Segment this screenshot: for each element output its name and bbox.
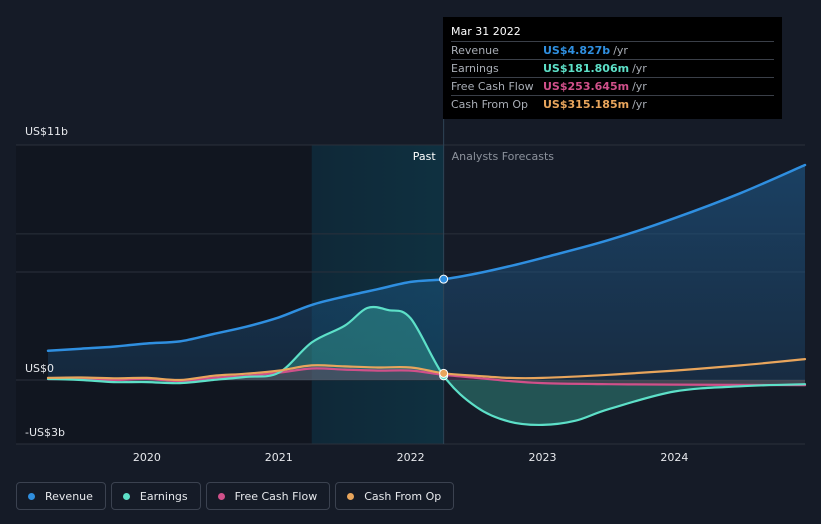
tooltip-row-revenue: Revenue US$4.827b /yr (451, 42, 774, 60)
forecast-region-label: Analysts Forecasts (452, 150, 555, 163)
x-tick-label: 2024 (660, 451, 688, 464)
tooltip-label: Revenue (451, 44, 499, 57)
past-region-label: Past (413, 150, 437, 163)
legend-item-earnings[interactable]: Earnings (110, 482, 201, 510)
x-tick-label: 2023 (529, 451, 557, 464)
legend-label: Free Cash Flow (234, 489, 318, 503)
series-areas (48, 165, 805, 425)
tooltip-label: Free Cash Flow (451, 80, 534, 93)
legend-dot-icon (347, 492, 355, 500)
tooltip-value: US$4.827b (543, 44, 611, 57)
tooltip-value: US$315.185m (543, 98, 630, 111)
legend-dot-icon (122, 492, 130, 500)
y-tick-label: US$11b (25, 125, 68, 138)
cash-from-op-line (46, 358, 807, 382)
legend-item-cash-from-op[interactable]: Cash From Op (335, 482, 455, 510)
tooltip-row-free-cash-flow: Free Cash Flow US$253.645m /yr (451, 78, 774, 96)
tooltip-unit: /yr (632, 62, 647, 75)
legend-item-free-cash-flow[interactable]: Free Cash Flow (205, 482, 331, 510)
y-tick-label: -US$3b (25, 426, 65, 439)
tooltip-value: US$253.645m (543, 80, 630, 93)
x-axis-ticks: 2020 2021 2022 2023 2024 (133, 451, 689, 464)
tooltip-unit: /yr (632, 98, 647, 111)
revenue-marker (439, 274, 449, 284)
x-tick-label: 2022 (397, 451, 425, 464)
y-axis-ticks: US$11b US$0 -US$3b (25, 125, 68, 439)
x-tick-label: 2020 (133, 451, 161, 464)
tooltip-value: US$181.806m (543, 62, 630, 75)
tooltip-row-cash-from-op: Cash From Op US$315.185m /yr (451, 96, 774, 113)
highlight-markers (439, 274, 449, 381)
data-tooltip: Mar 31 2022 Revenue US$4.827b /yr Earnin… (443, 17, 782, 119)
series-lines (46, 163, 807, 427)
legend-label: Revenue (45, 489, 93, 503)
tooltip-row-earnings: Earnings US$181.806m /yr (451, 60, 774, 78)
earnings-line (46, 305, 807, 427)
earnings-area (48, 306, 805, 425)
cash-from-op-marker (439, 368, 449, 378)
revenue-area (48, 165, 805, 380)
y-tick-label: US$0 (25, 362, 54, 375)
x-tick-label: 2021 (265, 451, 293, 464)
tooltip-label: Cash From Op (451, 98, 529, 111)
tooltip-unit: /yr (632, 80, 647, 93)
revenue-line (46, 163, 807, 353)
free-cash-flow-area (48, 368, 805, 386)
legend-dot-icon (28, 492, 35, 500)
tooltip-label: Earnings (451, 62, 499, 75)
tooltip-unit: /yr (613, 44, 628, 57)
chart-legend: Revenue Earnings Free Cash Flow Cash Fro… (16, 482, 455, 510)
tooltip-date: Mar 31 2022 (451, 24, 774, 42)
legend-item-revenue[interactable]: Revenue (16, 482, 106, 510)
legend-dot-icon (217, 492, 225, 500)
legend-label: Cash From Op (364, 489, 442, 503)
legend-label: Earnings (139, 489, 188, 503)
